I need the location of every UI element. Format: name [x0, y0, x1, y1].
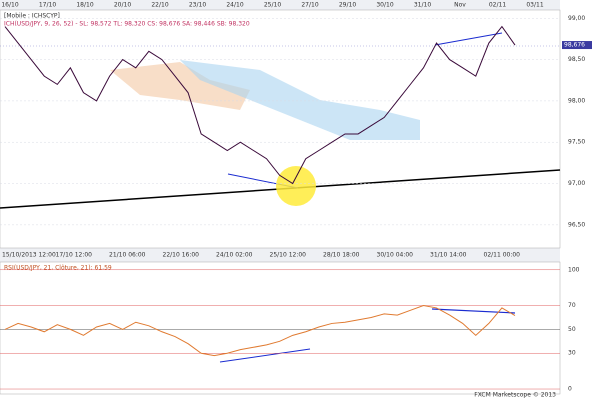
top-date-label: 16/10: [1, 2, 18, 9]
series-line: [4, 25, 516, 185]
bottom-date-bar: [0, 248, 560, 262]
trend-line: [219, 348, 311, 363]
x-tick-label: 31/10 14:00: [430, 252, 467, 259]
top-date-label: 27/10: [301, 2, 318, 9]
series-line: [4, 305, 516, 357]
y-tick-label: 96,50: [568, 221, 585, 228]
x-tick-label: 28/10 18:00: [323, 252, 360, 259]
top-date-label: Nov: [454, 2, 466, 9]
rsi-title: RSI(USD/JPY, 21, Clôture, 21): 61,59: [4, 265, 112, 272]
top-date-label: 24/10: [226, 2, 243, 9]
top-date-label: 23/10: [189, 2, 206, 9]
price-panel: [0, 9, 561, 249]
highlight: [276, 166, 316, 206]
x-tick-label: 02/11 00:00: [484, 252, 521, 259]
y-tick-label: 98,00: [568, 97, 585, 104]
rsi-panel: [0, 261, 561, 395]
top-date-label: 18/10: [76, 2, 93, 9]
top-date-label: 20/10: [114, 2, 131, 9]
x-tick-label: 25/10 12:00: [270, 252, 307, 259]
x-tick-label: 24/10 02:00: [216, 252, 253, 259]
top-date-label: 03/11: [526, 2, 543, 9]
cloud: [180, 60, 420, 140]
cloud: [110, 62, 250, 110]
y-tick-label: 100: [568, 266, 580, 273]
y-tick-label: 50: [568, 326, 576, 333]
y-tick-label: 99,00: [568, 15, 585, 22]
y-tick-label: 0: [568, 386, 572, 393]
y-tick-label: 70: [568, 302, 576, 309]
top-date-label: 02/11: [489, 2, 506, 9]
y-tick-label: 98,50: [568, 56, 585, 63]
top-date-label: 29/10: [339, 2, 356, 9]
top-date-label: 31/10: [414, 2, 431, 9]
top-date-label: 17/10: [39, 2, 56, 9]
top-date-label: 22/10: [151, 2, 168, 9]
x-tick-label: 15/10/2013 12:00: [2, 252, 56, 259]
y-tick-label: 97,00: [568, 180, 585, 187]
top-date-bar: [0, 0, 560, 10]
y-tick-label: 97,50: [568, 139, 585, 146]
footer: FXCM Marketscope © 2013: [474, 392, 556, 399]
price-tag: [562, 41, 592, 50]
top-date-label: 25/10: [264, 2, 281, 9]
y-tick-label: 30: [568, 350, 576, 357]
x-tick-label: 17/10 12:00: [56, 252, 93, 259]
x-tick-label: 21/10 06:00: [109, 252, 146, 259]
top-date-label: 30/10: [376, 2, 393, 9]
chart-title: [Mobile : ICHSCYP]: [4, 13, 60, 20]
trend-line: [431, 308, 516, 314]
legend: ICH(USD/JPY, 9, 26, 52) - SL: 98,572 TL:…: [4, 21, 250, 28]
x-tick-label: 30/10 04:00: [377, 252, 414, 259]
trend-line: [434, 32, 503, 46]
value-label: 98,676: [564, 42, 585, 49]
x-tick-label: 22/10 16:00: [163, 252, 200, 259]
